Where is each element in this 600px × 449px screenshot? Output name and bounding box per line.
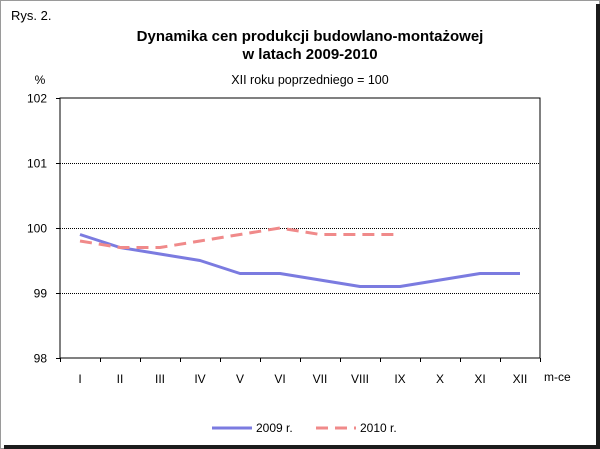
x-tick-label: IX — [394, 372, 405, 386]
x-tick-label: XI — [474, 372, 485, 386]
frame-shadow-bottom — [4, 445, 600, 449]
x-tick-label: VIII — [351, 372, 369, 386]
figure-label: Rys. 2. — [11, 8, 52, 23]
y-axis-label: % — [35, 73, 46, 87]
y-tick-label: 98 — [34, 352, 48, 366]
chart-subtitle: XII roku poprzedniego = 100 — [231, 73, 389, 87]
frame-shadow-right — [596, 4, 600, 449]
series-line-1 — [79, 233, 520, 288]
x-axis: I II III IV V VI VII VIII IX X XI XII m-ce — [60, 358, 571, 386]
legend-label-1: 2009 r. — [256, 421, 293, 435]
legend-label-2: 2010 r. — [360, 421, 397, 435]
chart-title: Dynamika cen produkcji budowlano-montażo… — [136, 28, 484, 45]
x-tick-label: I — [78, 372, 81, 386]
x-tick-label: VII — [313, 372, 328, 386]
x-tick-label: V — [236, 372, 244, 386]
y-tick-label: 100 — [27, 222, 47, 236]
x-tick-label: II — [117, 372, 124, 386]
gridlines — [60, 163, 540, 294]
series-group — [79, 226, 520, 288]
x-tick-label: IV — [194, 372, 205, 386]
y-tick-label: 102 — [27, 92, 47, 106]
series-line-2 — [79, 226, 400, 249]
x-axis-label: m-ce — [544, 370, 571, 384]
x-tick-label: XII — [513, 372, 528, 386]
x-tick-label: VI — [274, 372, 285, 386]
x-tick-label: X — [436, 372, 444, 386]
y-tick-label: 99 — [34, 287, 48, 301]
x-tick-label: III — [155, 372, 165, 386]
y-tick-label: 101 — [27, 157, 47, 171]
legend: 2009 r. 2010 r. — [212, 421, 397, 435]
chart-title-line2: w latach 2009-2010 — [242, 46, 378, 63]
y-axis: 98 99 100 101 102% — [27, 73, 60, 366]
